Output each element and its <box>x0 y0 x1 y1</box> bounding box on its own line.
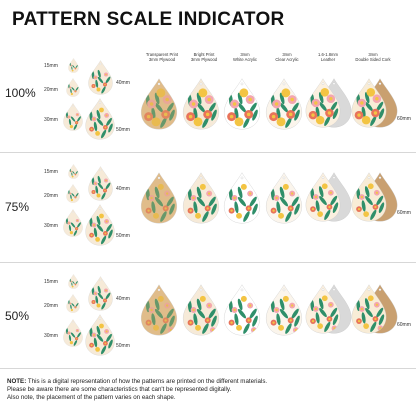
size-label-30mm: 30mm <box>44 223 58 229</box>
column-header-cork: 3mm Double Sided Cork <box>355 52 391 62</box>
size-label-50mm: 50mm <box>116 233 130 239</box>
swatch-clear-acrylic <box>265 172 303 224</box>
size-label-30mm: 30mm <box>44 333 58 339</box>
note-line-1: This is a digital representation of how … <box>26 378 268 385</box>
size-label-20mm: 20mm <box>44 87 58 93</box>
size-label-30mm: 30mm <box>44 117 58 123</box>
section-divider <box>0 152 416 153</box>
swatch-leather <box>305 172 341 222</box>
swatch-clear-acrylic <box>265 284 303 336</box>
swatch-40mm <box>88 166 113 201</box>
swatch-cork <box>351 78 387 128</box>
size-label-40mm: 40mm <box>116 186 130 192</box>
size-label-40mm: 40mm <box>116 296 130 302</box>
scale-percent-label: 100% <box>5 86 36 100</box>
swatch-50mm <box>85 98 115 140</box>
section-divider <box>0 262 416 263</box>
swatch-bright-plywood <box>182 172 220 224</box>
column-header-clear-acrylic: 3mm Clear Acrylic <box>275 52 299 62</box>
scale-percent-label: 50% <box>5 309 30 323</box>
size-label-50mm: 50mm <box>116 343 130 349</box>
swatch-20mm <box>66 78 80 97</box>
scale-percent-label: 75% <box>5 200 30 214</box>
note-line-2: Please be aware there are some character… <box>7 386 232 394</box>
swatch-40mm <box>88 276 113 311</box>
swatch-15mm <box>68 274 79 289</box>
swatch-leather <box>305 284 341 334</box>
swatch-clear-acrylic <box>265 78 303 130</box>
swatch-50mm <box>85 314 115 356</box>
note-label: NOTE: <box>7 378 27 385</box>
size-label-60mm: 60mm <box>397 322 411 328</box>
swatch-transparent-plywood <box>140 284 178 336</box>
swatch-bright-plywood <box>182 78 220 130</box>
size-label-60mm: 60mm <box>397 210 411 216</box>
swatch-cork <box>351 284 387 334</box>
page-title: PATTERN SCALE INDICATOR <box>12 9 285 30</box>
swatch-20mm <box>66 294 80 313</box>
size-label-50mm: 50mm <box>116 127 130 133</box>
note-text: NOTE: This is a digital representation o… <box>7 378 267 403</box>
swatch-white-acrylic <box>223 78 261 130</box>
swatch-20mm <box>66 184 80 203</box>
swatch-white-acrylic <box>223 172 261 224</box>
size-label-60mm: 60mm <box>397 116 411 122</box>
swatch-transparent-plywood <box>140 78 178 130</box>
size-label-20mm: 20mm <box>44 303 58 309</box>
scale-row-100: 100% 15mm 20mm 30mm 40mm 50mm 60mm <box>0 50 416 152</box>
swatch-15mm <box>68 164 79 179</box>
column-header-white-acrylic: 3mm White Acrylic <box>233 52 257 62</box>
size-label-15mm: 15mm <box>44 63 58 69</box>
column-header-transparent-plywood: Transparent Print 3mm Plywood <box>145 52 179 62</box>
note-line-3: Also note, the placement of the pattern … <box>7 394 176 402</box>
swatch-30mm <box>63 319 83 347</box>
column-header-leather: 1.6-1.8mm Leather <box>317 52 338 62</box>
swatch-bright-plywood <box>182 284 220 336</box>
swatch-15mm <box>68 58 79 73</box>
size-label-15mm: 15mm <box>44 279 58 285</box>
scale-row-50: 50% 15mm 20mm 30mm 40mm 50mm 60mm <box>0 262 416 368</box>
swatch-30mm <box>63 103 83 131</box>
swatch-transparent-plywood <box>140 172 178 224</box>
swatch-leather <box>305 78 341 128</box>
swatch-50mm <box>85 204 115 246</box>
swatch-cork <box>351 172 387 222</box>
swatch-40mm <box>88 60 113 95</box>
scale-row-75: 75% 15mm 20mm 30mm 40mm 50mm 60mm <box>0 152 416 262</box>
section-divider <box>0 368 416 369</box>
size-label-40mm: 40mm <box>116 80 130 86</box>
swatch-white-acrylic <box>223 284 261 336</box>
swatch-30mm <box>63 209 83 237</box>
column-header-bright-plywood: Bright Print 3mm Plywood <box>190 52 218 62</box>
size-label-20mm: 20mm <box>44 193 58 199</box>
size-label-15mm: 15mm <box>44 169 58 175</box>
